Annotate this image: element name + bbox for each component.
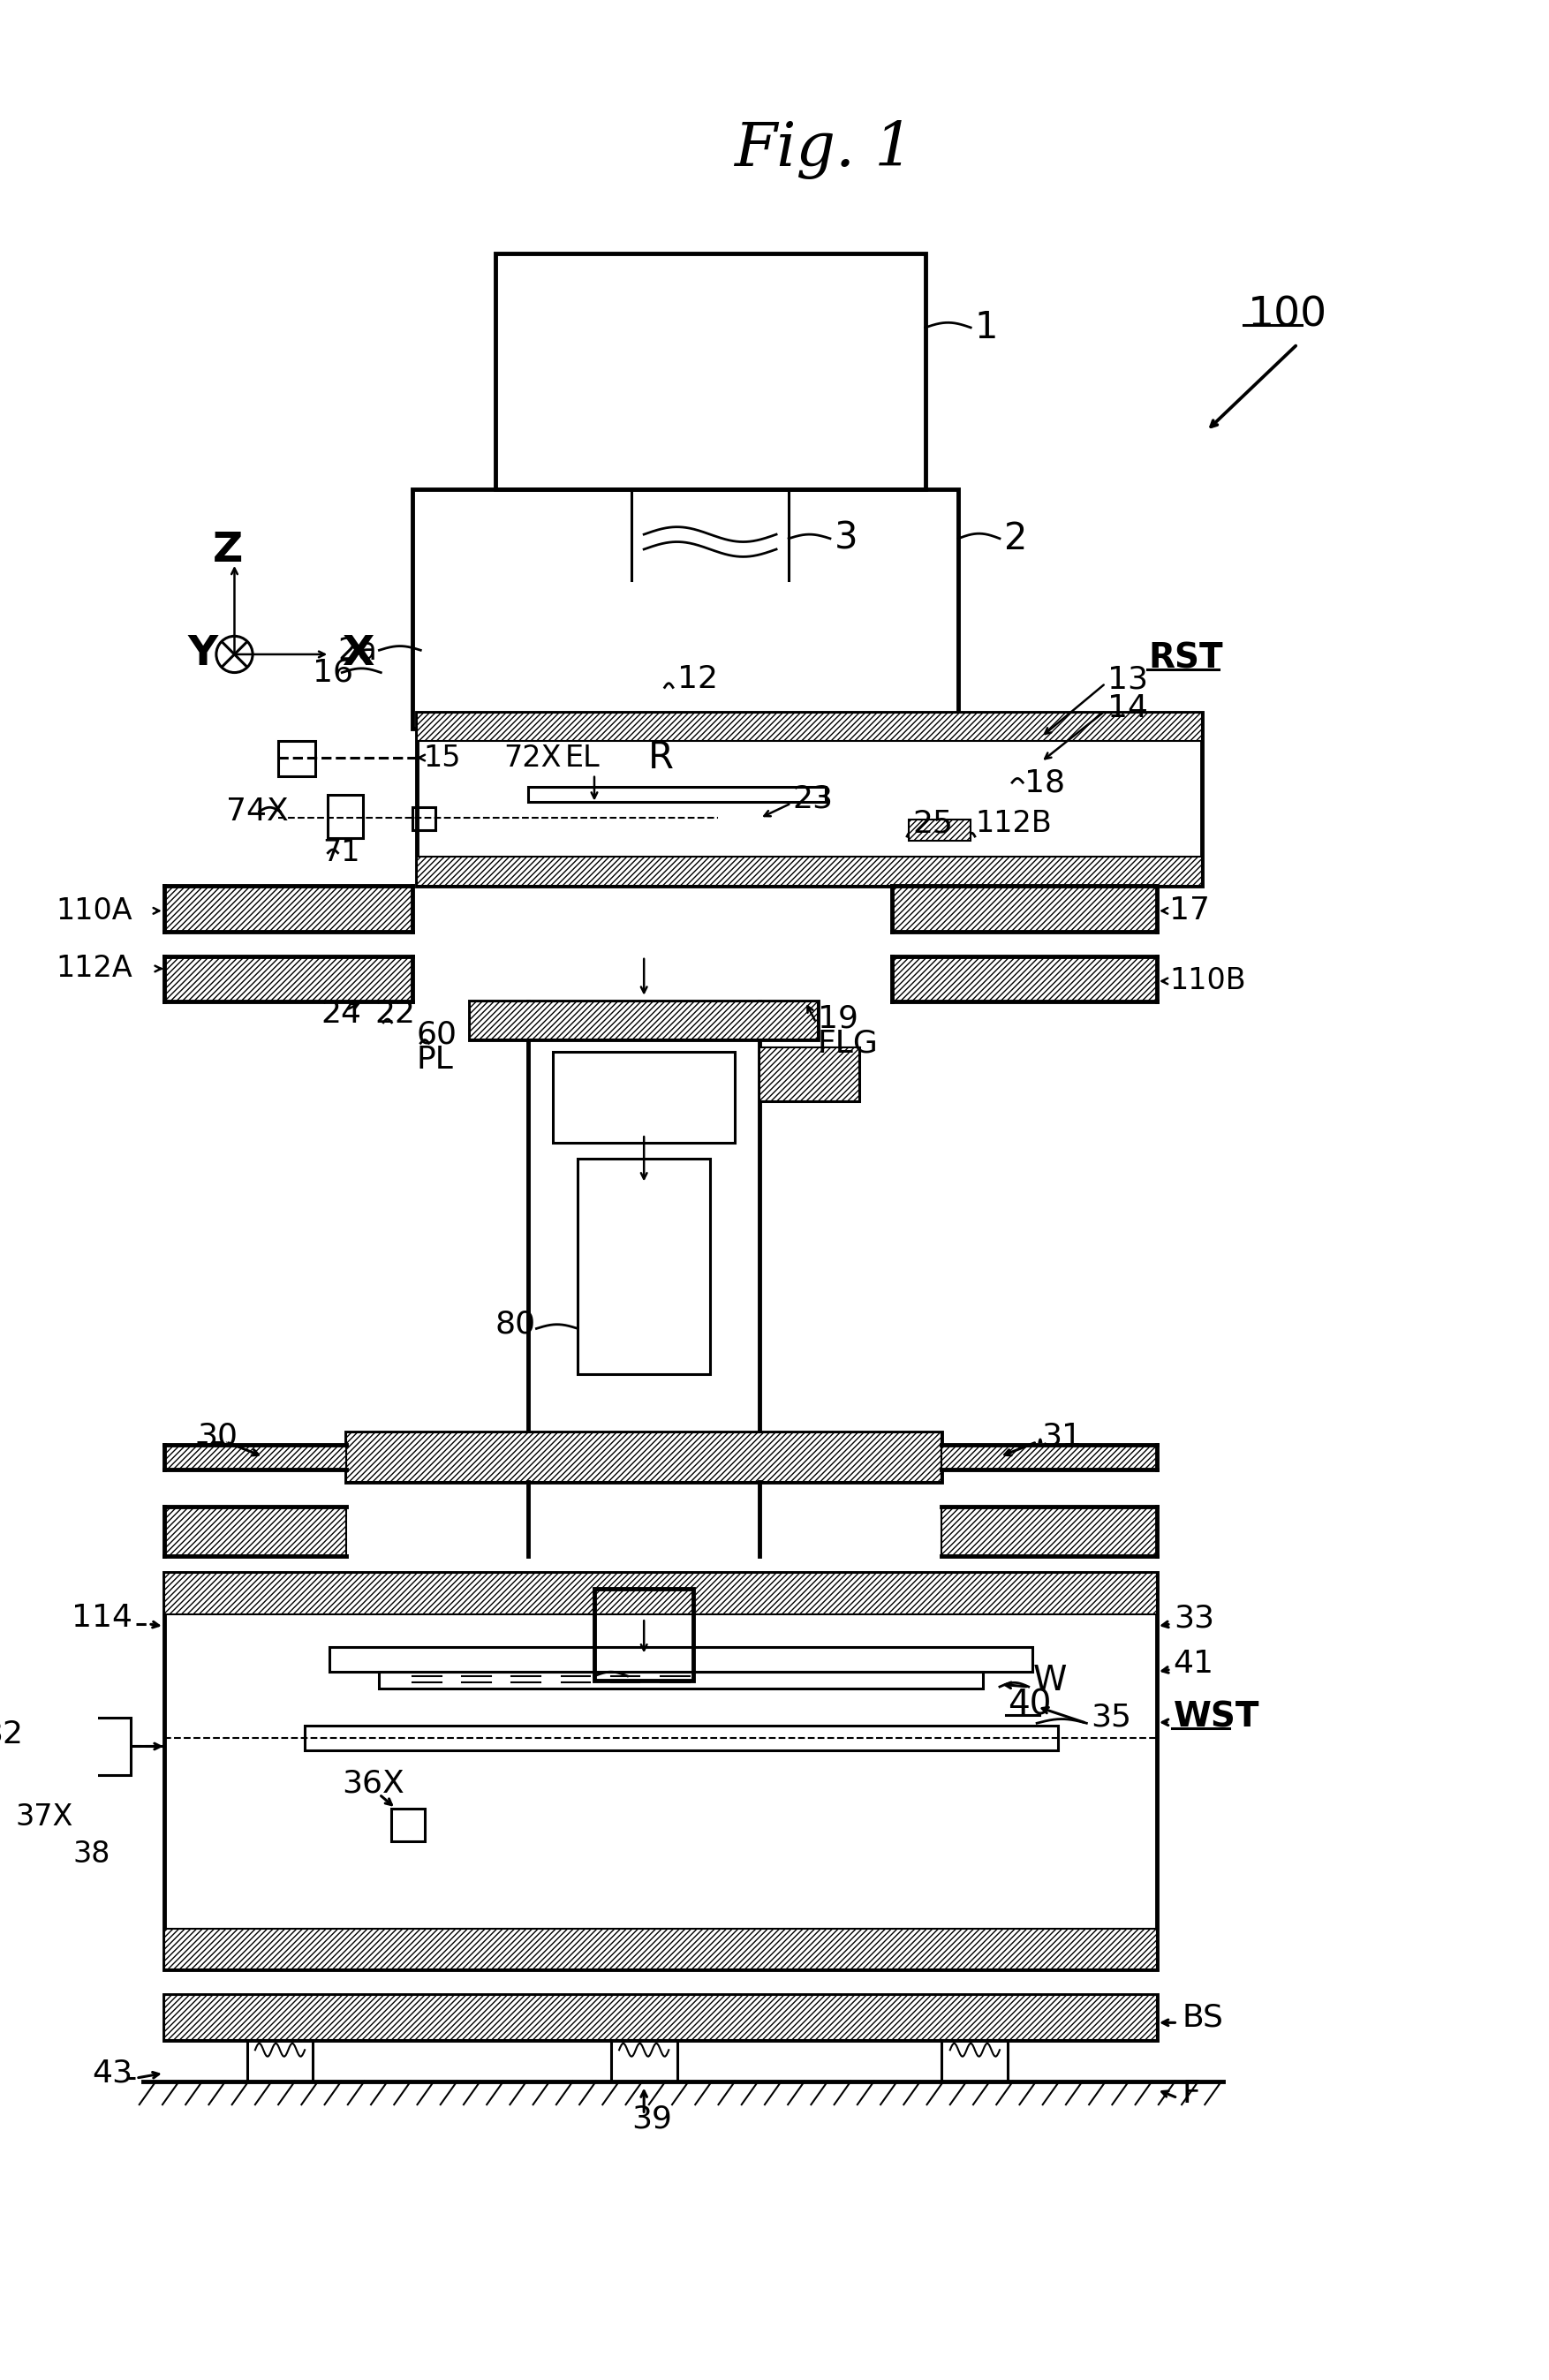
Bar (164, 1994, 1157, 2040)
Text: 71: 71 (324, 838, 361, 866)
Text: Y: Y (187, 635, 218, 674)
Bar (471, 1002, 818, 1040)
Bar (57, 1718, 132, 1775)
Text: 22: 22 (375, 1000, 415, 1028)
Text: 32: 32 (0, 1718, 23, 1749)
Bar (417, 712, 1202, 885)
Text: 13: 13 (1108, 664, 1148, 695)
Bar (328, 795, 362, 838)
Bar (380, 1671, 984, 1687)
Text: 15: 15 (423, 743, 460, 774)
Text: 38: 38 (73, 1840, 110, 1868)
Text: Fig. 1: Fig. 1 (734, 119, 914, 178)
Text: 60: 60 (417, 1021, 457, 1050)
Text: WST: WST (1174, 1702, 1259, 1735)
Bar (892, 885, 1157, 931)
Bar (164, 1507, 345, 1557)
Text: 33: 33 (1174, 1604, 1214, 1633)
Text: 114: 114 (71, 1604, 133, 1633)
Bar (417, 712, 1202, 740)
Bar (246, 2040, 313, 2082)
Text: 30: 30 (197, 1421, 239, 1452)
Text: 3: 3 (835, 519, 858, 557)
Bar (392, 1809, 424, 1842)
Bar (595, 1590, 694, 1680)
Text: 16: 16 (313, 657, 353, 688)
Bar (164, 885, 412, 931)
Bar (164, 1928, 1157, 1971)
Text: 112A: 112A (56, 954, 133, 983)
Bar (942, 2040, 1008, 2082)
Bar (164, 1573, 1157, 1971)
Text: 37X: 37X (15, 1802, 73, 1830)
Text: 14: 14 (1108, 693, 1148, 724)
Bar (942, 1445, 1157, 1468)
Text: 40: 40 (1008, 1687, 1052, 1721)
Text: 39: 39 (632, 2104, 672, 2132)
Text: 72X: 72X (503, 743, 561, 774)
Text: 12: 12 (677, 664, 717, 695)
Text: EL: EL (565, 743, 601, 774)
Bar (759, 1047, 860, 1102)
Text: 2: 2 (1004, 519, 1027, 557)
Bar (345, 1433, 942, 1483)
Text: Z: Z (212, 531, 243, 571)
Text: 80: 80 (496, 1309, 536, 1340)
Text: 41: 41 (1174, 1649, 1214, 1678)
Bar (759, 1047, 860, 1102)
Bar (279, 740, 316, 776)
Bar (578, 1159, 709, 1373)
Bar (942, 1507, 1157, 1557)
Text: 23: 23 (793, 783, 833, 814)
Bar (330, 1647, 1033, 1671)
Text: 31: 31 (1041, 1421, 1081, 1452)
Text: X: X (342, 635, 375, 674)
Bar (417, 857, 1202, 885)
Text: 36X: 36X (342, 1768, 404, 1799)
Bar (412, 807, 435, 831)
Bar (412, 488, 959, 728)
Text: 19: 19 (818, 1004, 858, 1033)
Bar (610, 2040, 677, 2082)
Bar (345, 1433, 942, 1483)
Text: 24: 24 (321, 1000, 362, 1028)
Bar (164, 1445, 345, 1468)
Text: 74X: 74X (226, 797, 288, 826)
Text: 43: 43 (91, 2059, 133, 2087)
Text: 112B: 112B (974, 809, 1052, 838)
Bar (892, 957, 1157, 1002)
Text: 35: 35 (1090, 1702, 1131, 1733)
Text: 18: 18 (1024, 769, 1066, 797)
Bar (164, 957, 412, 1002)
Bar (496, 252, 925, 488)
Bar (528, 788, 826, 802)
Bar (164, 1994, 1157, 2040)
Text: R: R (647, 740, 674, 776)
Text: 110B: 110B (1169, 966, 1245, 995)
Bar (305, 1726, 1058, 1749)
Text: 1: 1 (974, 309, 998, 345)
Text: 2a: 2a (338, 635, 378, 666)
Text: BS: BS (1182, 2002, 1224, 2033)
Text: 25: 25 (912, 809, 954, 838)
Text: 100: 100 (1248, 295, 1327, 336)
Bar (553, 1052, 734, 1142)
Bar (909, 819, 971, 840)
Text: 110A: 110A (56, 897, 133, 926)
Text: FLG: FLG (818, 1028, 878, 1059)
Text: PL: PL (417, 1045, 454, 1076)
Bar (471, 1002, 818, 1040)
Text: 17: 17 (1169, 895, 1210, 926)
Bar (164, 1573, 1157, 1614)
Text: RST: RST (1149, 643, 1224, 676)
Text: W: W (1033, 1664, 1067, 1697)
Text: F: F (1182, 2078, 1200, 2109)
